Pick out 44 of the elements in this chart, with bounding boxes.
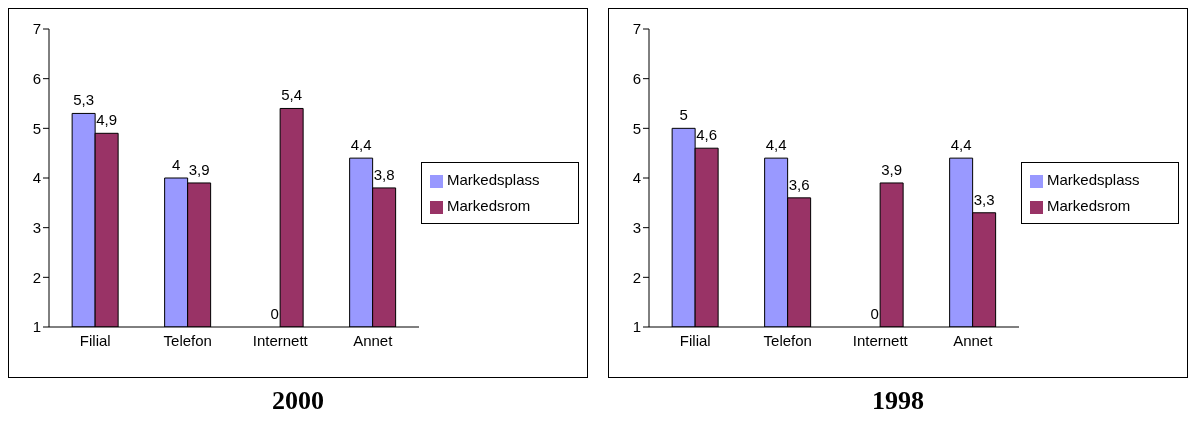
x-tick-label: Annet [353, 331, 394, 349]
text: 0 [270, 305, 279, 322]
x-tick-label: Internett [252, 331, 309, 349]
text: 2000 [271, 386, 325, 416]
y-tick-label: 3 [632, 218, 641, 236]
legend-label: Markedsrom [1047, 197, 1131, 214]
y-tick-label: 4 [32, 169, 41, 187]
y-tick-label: 6 [632, 69, 641, 87]
legend-label: Markedsrom [447, 197, 531, 214]
x-tick-label: Filial [79, 331, 111, 349]
data-label: 4,4 [950, 136, 972, 154]
data-label: 5,3 [73, 91, 95, 109]
data-label: 3,8 [373, 165, 395, 183]
y-tick-label: 4 [632, 169, 641, 187]
text: 0 [870, 305, 879, 322]
y-tick-label: 7 [32, 20, 41, 38]
data-label: 3,6 [788, 175, 810, 193]
data-label: 4,6 [696, 126, 718, 144]
data-label: 4,4 [350, 136, 372, 154]
legend-label: Markedsplass [447, 171, 540, 188]
y-tick-label: 2 [32, 268, 41, 286]
data-label: 5,4 [281, 86, 303, 104]
x-tick-label: Internett [852, 331, 909, 349]
y-tick-label: 7 [632, 20, 641, 38]
x-tick-label: Telefon [763, 331, 812, 349]
data-label: 4 [171, 156, 181, 173]
y-tick-label: 1 [32, 318, 41, 336]
y-tick-label: 3 [32, 218, 41, 236]
y-tick-label: 5 [632, 119, 641, 137]
text: 1998 [871, 386, 925, 416]
data-label: 4,9 [96, 111, 118, 129]
x-tick-label: Telefon [163, 331, 212, 349]
y-tick-label: 2 [632, 268, 641, 286]
y-tick-label: 5 [32, 119, 41, 137]
legend-label: Markedsplass [1047, 171, 1140, 188]
data-label: 5 [679, 106, 688, 124]
y-tick-label: 1 [632, 318, 641, 336]
y-tick-label: 6 [32, 69, 41, 87]
x-tick-label: Filial [679, 331, 711, 349]
x-tick-label: Annet [953, 331, 994, 349]
data-label: 3,9 [881, 160, 903, 178]
data-label: 3,9 [188, 160, 210, 178]
data-label: 4,4 [765, 136, 787, 154]
data-label: 3,3 [973, 190, 995, 208]
